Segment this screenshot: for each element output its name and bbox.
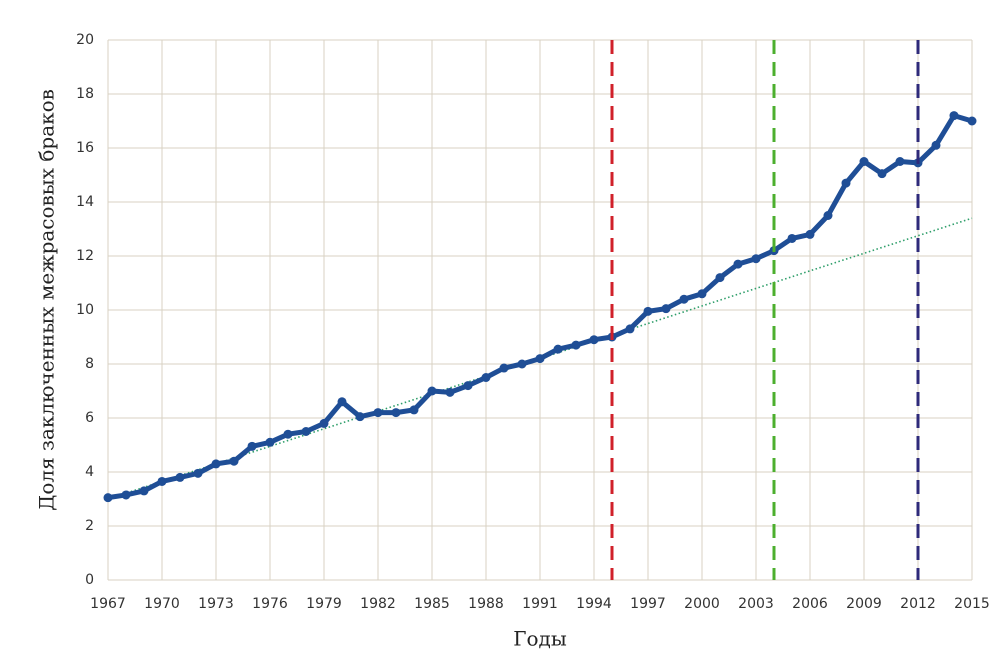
- data-point: [157, 476, 167, 486]
- data-point: [301, 427, 311, 436]
- x-tick-label: 1970: [144, 596, 180, 612]
- data-point: [229, 456, 239, 466]
- x-tick-label: 1982: [360, 596, 396, 612]
- data-point: [355, 412, 365, 422]
- x-tick-label: 2009: [846, 596, 882, 612]
- data-point: [823, 211, 833, 220]
- data-point: [373, 408, 383, 418]
- x-tick-label: 1997: [630, 596, 666, 612]
- y-tick-label: 12: [76, 248, 94, 264]
- x-tick-label: 1994: [576, 596, 612, 612]
- data-point: [445, 387, 455, 397]
- x-tick-label: 2006: [792, 596, 828, 612]
- data-point: [283, 429, 293, 439]
- data-point: [103, 493, 113, 503]
- data-point: [121, 490, 131, 500]
- data-point: [715, 273, 725, 283]
- data-point: [895, 157, 905, 166]
- data-point: [571, 340, 581, 350]
- data-point: [319, 418, 329, 428]
- data-point: [193, 468, 203, 478]
- x-tick-label: 2012: [900, 596, 936, 612]
- y-tick-label: 16: [76, 140, 94, 156]
- data-point: [679, 294, 689, 304]
- x-tick-label: 2003: [738, 596, 774, 612]
- x-tick-label: 1973: [198, 596, 234, 612]
- data-point: [859, 157, 869, 166]
- data-point: [211, 459, 221, 469]
- data-point: [517, 359, 527, 369]
- y-tick-label: 8: [85, 356, 94, 372]
- y-tick-label: 10: [76, 302, 94, 318]
- y-tick-label: 4: [85, 464, 94, 480]
- y-tick-label: 6: [85, 410, 94, 426]
- data-point: [481, 373, 491, 382]
- data-point: [697, 289, 707, 299]
- x-tick-label: 2015: [954, 596, 990, 612]
- data-point: [337, 397, 347, 407]
- x-tick-label: 1967: [90, 596, 126, 612]
- y-tick-label: 2: [85, 518, 94, 534]
- y-tick-label: 14: [76, 194, 94, 210]
- data-point: [949, 111, 959, 121]
- data-point: [733, 259, 743, 269]
- data-point: [805, 229, 815, 239]
- y-tick-label: 0: [85, 572, 94, 588]
- data-point: [661, 304, 671, 314]
- data-point: [931, 140, 941, 150]
- data-point: [463, 381, 473, 391]
- data-point: [787, 233, 797, 243]
- data-point: [553, 344, 563, 354]
- x-tick-label: 1985: [414, 596, 450, 612]
- data-point: [175, 472, 185, 482]
- data-point: [967, 116, 977, 126]
- data-point: [589, 335, 599, 345]
- x-tick-label: 2000: [684, 596, 720, 612]
- x-tick-label: 1991: [522, 596, 558, 612]
- data-point: [409, 405, 419, 415]
- data-point: [841, 178, 851, 188]
- trend-line: [107, 217, 973, 500]
- data-point: [643, 306, 653, 316]
- data-point: [499, 363, 509, 373]
- y-tick-label: 18: [76, 86, 94, 102]
- x-axis-title: Годы: [513, 627, 567, 651]
- data-point: [139, 486, 149, 496]
- x-tick-label: 1976: [252, 596, 288, 612]
- y-tick-label: 20: [76, 32, 94, 48]
- data-point: [535, 354, 545, 364]
- data-point: [391, 408, 401, 418]
- data-point: [247, 441, 257, 451]
- data-point: [427, 386, 437, 396]
- data-point: [625, 324, 635, 334]
- y-axis-title: Доля заключенных межрасовых браков: [35, 89, 59, 511]
- data-point: [877, 169, 887, 179]
- x-tick-label: 1988: [468, 596, 504, 612]
- x-tick-label: 1979: [306, 596, 342, 612]
- data-point: [265, 437, 275, 447]
- data-point: [751, 254, 761, 264]
